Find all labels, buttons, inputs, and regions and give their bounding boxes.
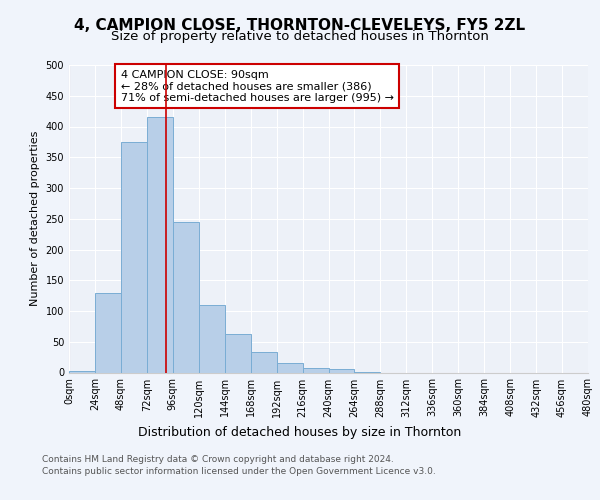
Bar: [95, 292, 121, 372]
Text: Size of property relative to detached houses in Thornton: Size of property relative to detached ho…: [111, 30, 489, 43]
Bar: [277, 364, 302, 372]
Text: Contains HM Land Registry data © Crown copyright and database right 2024.: Contains HM Land Registry data © Crown c…: [42, 455, 394, 464]
Bar: [173, 222, 199, 372]
Y-axis label: Number of detached properties: Number of detached properties: [30, 131, 40, 306]
Bar: [121, 142, 147, 372]
Bar: [147, 118, 173, 372]
Bar: [199, 305, 224, 372]
Bar: [329, 370, 355, 372]
Text: 4, CAMPION CLOSE, THORNTON-CLEVELEYS, FY5 2ZL: 4, CAMPION CLOSE, THORNTON-CLEVELEYS, FY…: [74, 18, 526, 32]
Bar: [251, 352, 277, 372]
Text: Contains public sector information licensed under the Open Government Licence v3: Contains public sector information licen…: [42, 467, 436, 476]
Bar: [302, 368, 329, 372]
Bar: [225, 334, 251, 372]
Text: 4 CAMPION CLOSE: 90sqm
← 28% of detached houses are smaller (386)
71% of semi-de: 4 CAMPION CLOSE: 90sqm ← 28% of detached…: [121, 70, 394, 103]
Bar: [69, 370, 95, 372]
Text: Distribution of detached houses by size in Thornton: Distribution of detached houses by size …: [139, 426, 461, 439]
